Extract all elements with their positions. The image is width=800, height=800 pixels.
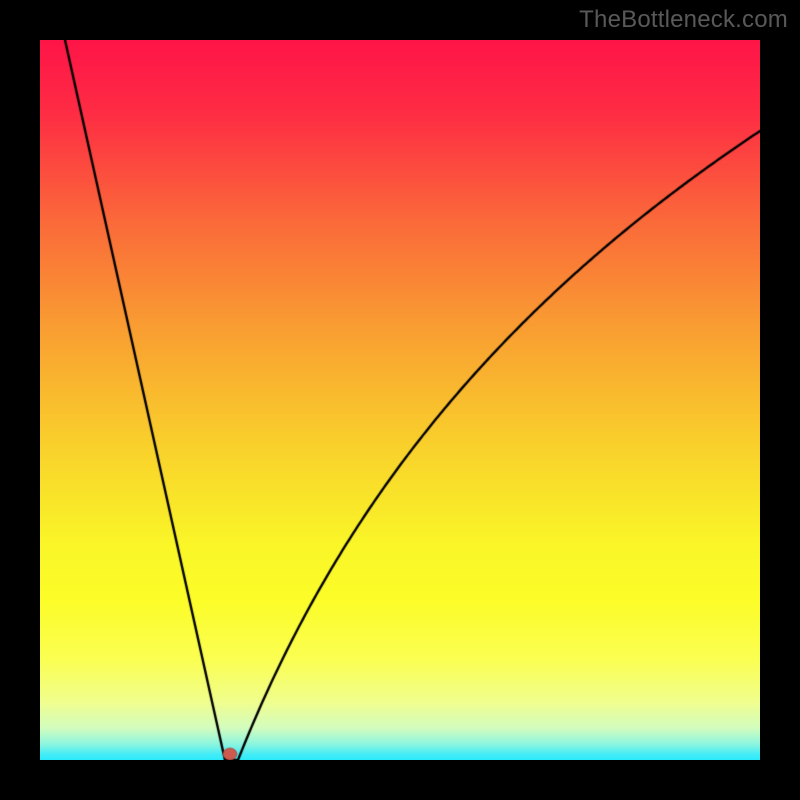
chart-frame: TheBottleneck.com bbox=[0, 0, 800, 800]
bottleneck-curve-canvas bbox=[40, 40, 760, 760]
watermark-label: TheBottleneck.com bbox=[579, 6, 788, 34]
plot-area bbox=[40, 40, 760, 760]
